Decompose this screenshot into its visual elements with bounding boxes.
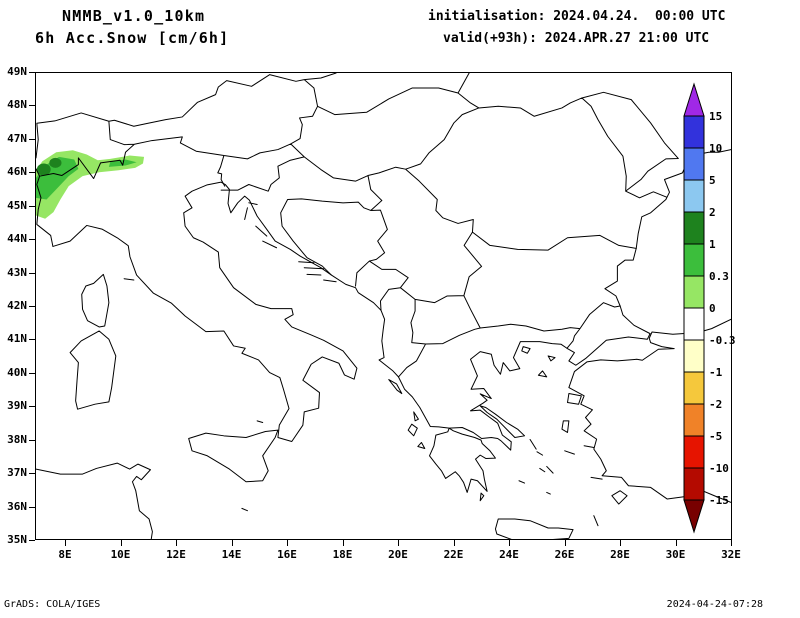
colorbar-tick-label: -15 (709, 494, 729, 507)
lon-tick-label: 22E (443, 548, 464, 561)
lon-tick-label: 24E (499, 548, 519, 561)
colorbar-segment (683, 275, 705, 309)
lon-tick-mark (342, 540, 344, 546)
coastline-mainland (53, 150, 731, 503)
colorbar-segment (683, 403, 705, 437)
lon-tick-mark (509, 540, 510, 546)
snow-shading (36, 150, 145, 219)
colorbar-segment (683, 211, 705, 245)
coastline-north-africa (36, 463, 152, 539)
colorbar-segment (683, 115, 705, 149)
colorbar-arrow-bottom (683, 499, 705, 534)
lon-tick-label: 16E (277, 548, 297, 561)
lon-tick-label: 20E (388, 548, 408, 561)
border-lines (36, 73, 678, 377)
colorbar-tick-label: -1 (709, 366, 723, 379)
lon-tick-label: 8E (58, 548, 72, 561)
lat-tick-label: 36N (7, 499, 27, 513)
init-time: initialisation: 2024.04.24. 00:00 UTC (428, 9, 726, 24)
lon-tick-mark (564, 540, 566, 546)
colorbar-tick-label: 2 (709, 206, 716, 219)
map-canvas (36, 73, 731, 539)
colorbar-tick-label: -5 (709, 430, 722, 443)
colorbar-tick-label: -2 (709, 398, 722, 411)
lon-tick-label: 18E (332, 548, 353, 561)
colorbar-tick-label: 5 (709, 174, 716, 187)
colorbar-tick-label: 0.3 (709, 270, 729, 283)
lon-tick-mark (620, 540, 621, 546)
lon-tick-mark (120, 540, 122, 546)
colorbar-segment (683, 467, 705, 501)
lat-tick-label: 48N (7, 98, 27, 112)
lat-tick-label: 49N (7, 65, 27, 78)
lat-tick-label: 43N (7, 265, 27, 279)
lat-tick-label: 35N (7, 533, 27, 546)
map-frame (35, 72, 732, 540)
colorbar-tick-label: -10 (709, 462, 729, 475)
coastlines (36, 150, 731, 539)
colorbar-tick-label: 10 (709, 142, 722, 155)
lon-tick-mark (231, 540, 233, 546)
snow-region-dark (36, 163, 51, 176)
snow-region-dark (49, 157, 62, 168)
snow-region-medium (36, 156, 137, 200)
colorbar-tick-label: 0 (709, 302, 716, 315)
coastline-islands (70, 203, 627, 539)
colorbar-segment (683, 339, 705, 373)
lon-tick-mark (287, 540, 288, 546)
lat-tick-label: 39N (7, 399, 27, 413)
colorbar-segment (683, 179, 705, 213)
lon-tick-label: 26E (554, 548, 575, 561)
lon-tick-label: 28E (610, 548, 630, 561)
lat-tick-label: 40N (7, 365, 27, 379)
field-name: 6h Acc.Snow [cm/6h] (35, 29, 230, 47)
lon-tick-mark (398, 540, 399, 546)
colorbar-arrow-top (683, 82, 705, 117)
lon-tick-mark (453, 540, 455, 546)
colorbar-svg: 15 10 5 2 1 0.3 0 -0.3 -1 -2 -5 -10 -15 (683, 82, 736, 534)
colorbar-segment (683, 435, 705, 469)
lon-tick-mark (675, 540, 677, 546)
lat-tick-label: 46N (7, 165, 27, 179)
lat-tick-label: 37N (7, 466, 27, 480)
lat-tick-label: 38N (7, 432, 27, 446)
lat-tick-label: 42N (7, 299, 27, 312)
colorbar-tick-label: -0.3 (709, 334, 736, 347)
lat-tick-label: 47N (7, 131, 27, 145)
lat-tick-label: 44N (7, 232, 27, 246)
colorbar-segment (683, 243, 705, 277)
lat-tick-mark (29, 540, 35, 541)
colorbar-segment (683, 371, 705, 405)
lon-tick-label: 14E (221, 548, 242, 561)
colorbar-segment (683, 147, 705, 181)
lon-tick-label: 12E (166, 548, 186, 561)
lon-tick-label: 32E (721, 548, 741, 561)
lon-tick-mark (65, 540, 66, 546)
grads-credit: GrADS: COLA/IGES (4, 599, 101, 610)
creation-timestamp: 2024-04-24-07:28 (666, 599, 763, 610)
model-name: NMMB_v1.0_10km (62, 7, 206, 25)
lat-tick-label: 45N (7, 198, 27, 212)
lon-tick-label: 10E (110, 548, 131, 561)
lon-tick-mark (731, 540, 732, 546)
valid-time: valid(+93h): 2024.APR.27 21:00 UTC (443, 31, 710, 46)
lon-tick-label: 30E (665, 548, 686, 561)
colorbar-segment (683, 307, 705, 341)
lon-tick-mark (176, 540, 177, 546)
colorbar-tick-label: 15 (709, 110, 722, 123)
lat-tick-label: 41N (7, 332, 27, 346)
colorbar-tick-label: 1 (709, 238, 716, 251)
country-borders (36, 73, 678, 377)
